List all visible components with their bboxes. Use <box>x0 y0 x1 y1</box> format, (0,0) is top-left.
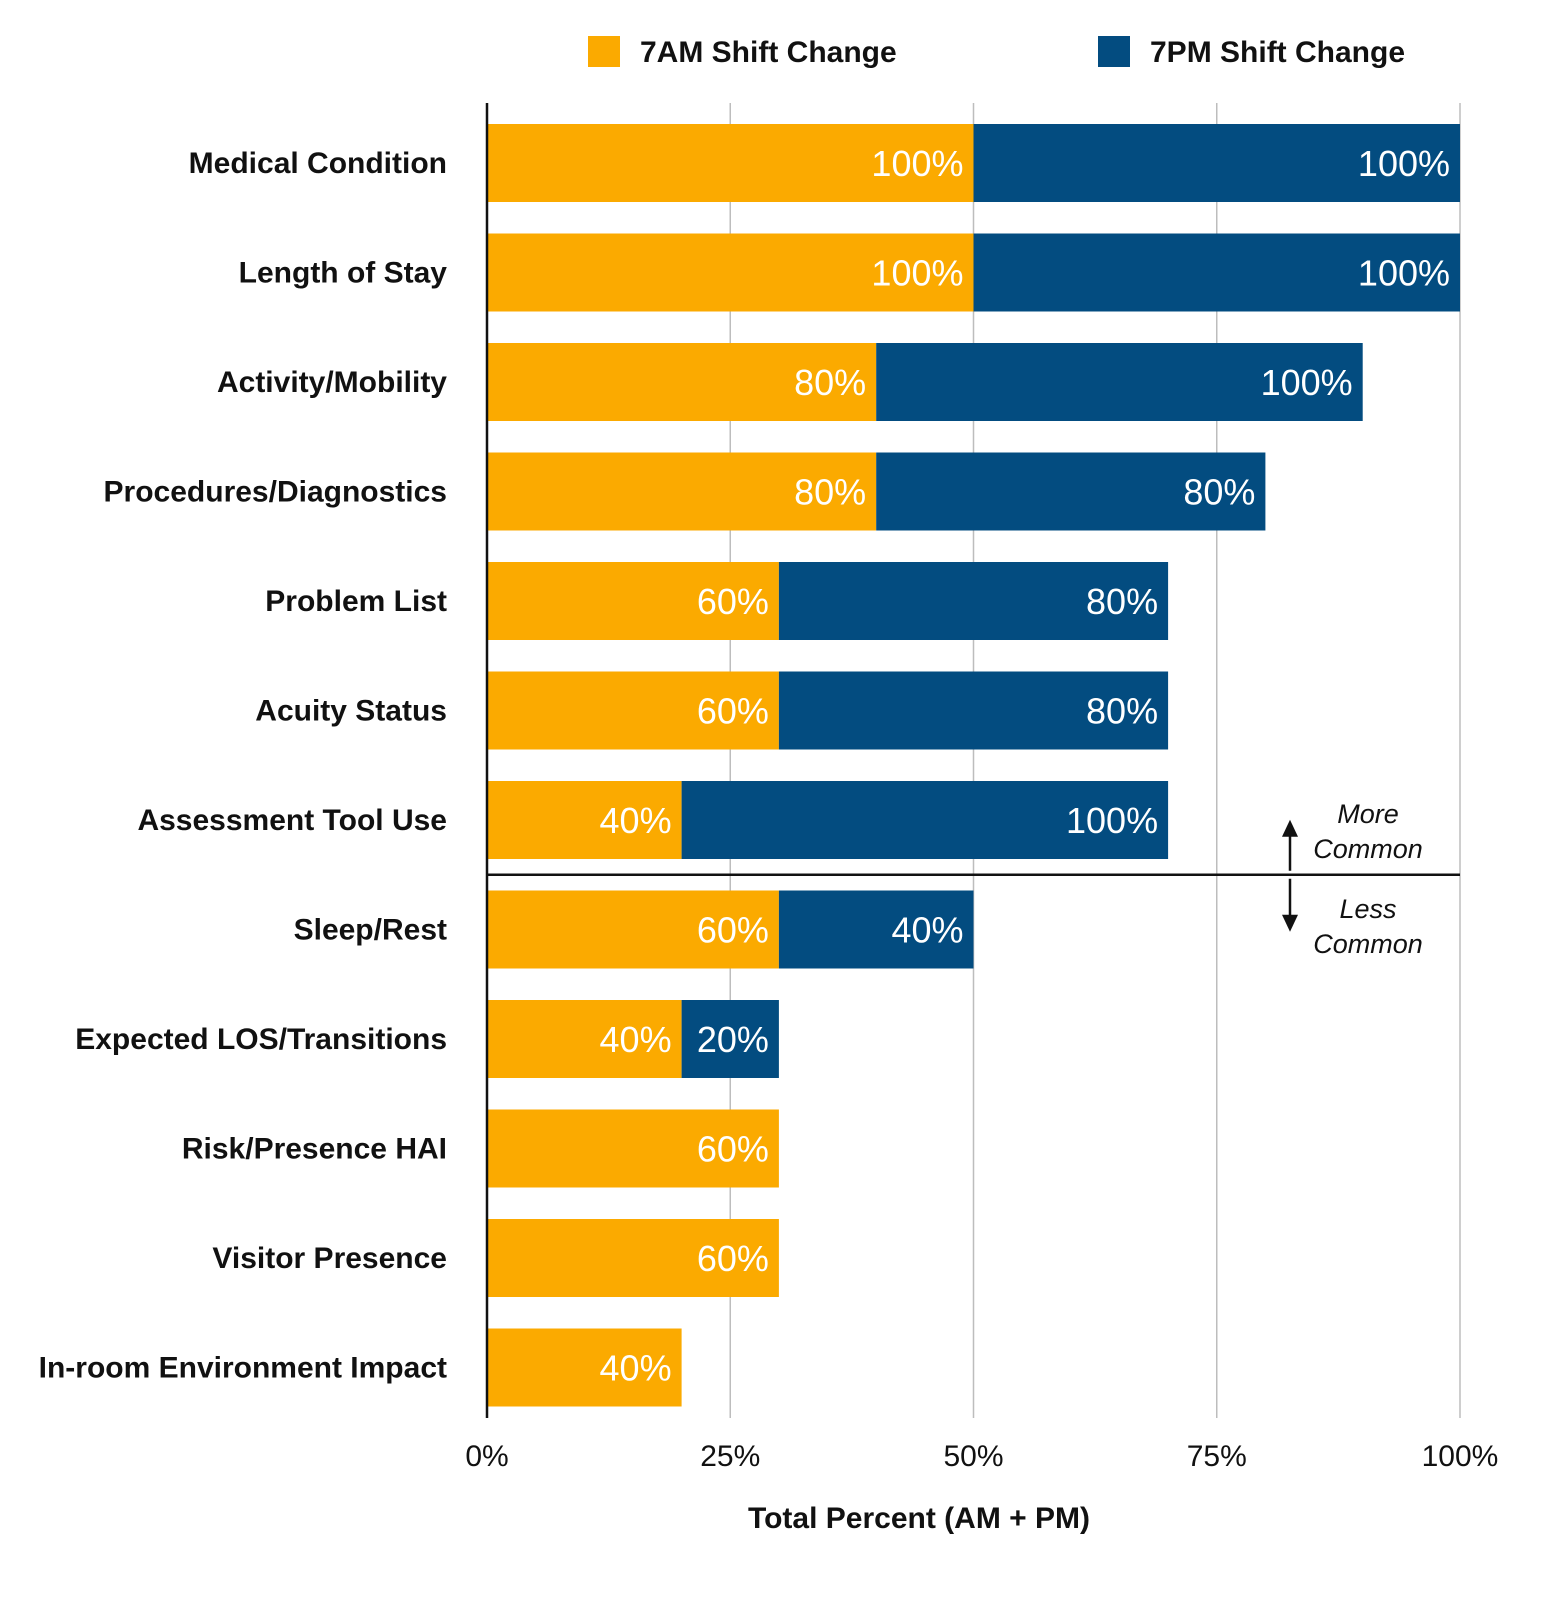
gridlines <box>729 103 1461 1418</box>
annotations: More Common Less Common <box>487 799 1460 959</box>
category-label-activity-mobility: Activity/Mobility <box>217 366 447 399</box>
category-label-expected-los-transitions: Expected LOS/Transitions <box>75 1023 447 1056</box>
value-label-activity-mobility-am: 80% <box>794 362 866 403</box>
x-tick-label-50: 50% <box>943 1440 1003 1473</box>
annotation-lower-less: Less <box>1339 894 1396 924</box>
value-label-length-of-stay-pm: 100% <box>1358 253 1450 294</box>
value-label-visitor-presence-am: 60% <box>697 1238 769 1279</box>
legend: 7AM Shift Change 7PM Shift Change <box>588 36 1405 69</box>
bar-expected-los-transitions-pm <box>681 1000 779 1078</box>
x-axis-title: Total Percent (AM + PM) <box>748 1502 1090 1535</box>
legend-label-pm: 7PM Shift Change <box>1150 36 1405 69</box>
value-label-length-of-stay-am: 100% <box>871 253 963 294</box>
bar-activity-mobility-pm <box>876 343 1363 421</box>
bar-medical-condition-am <box>487 124 974 202</box>
bars <box>487 124 1460 1407</box>
value-label-procedures-diagnostics-am: 80% <box>794 472 866 513</box>
legend-swatch-am <box>588 36 620 67</box>
value-label-risk-presence-hai-am: 60% <box>697 1129 769 1170</box>
x-tick-label-25: 25% <box>700 1440 760 1473</box>
category-label-problem-list: Problem List <box>265 585 447 618</box>
value-label-expected-los-transitions-pm: 20% <box>697 1019 769 1060</box>
bar-acuity-status-am <box>487 671 779 750</box>
category-label-in-room-environment-impact: In-room Environment Impact <box>39 1352 447 1385</box>
value-label-activity-mobility-pm: 100% <box>1261 362 1353 403</box>
value-label-procedures-diagnostics-pm: 80% <box>1183 472 1255 513</box>
value-label-in-room-environment-impact-am: 40% <box>600 1348 672 1389</box>
annotation-lower-common: Common <box>1313 929 1423 959</box>
value-label-acuity-status-am: 60% <box>697 691 769 732</box>
bar-medical-condition-pm <box>973 124 1460 202</box>
category-label-medical-condition: Medical Condition <box>189 147 447 180</box>
category-label-assessment-tool-use: Assessment Tool Use <box>137 804 447 837</box>
legend-swatch-pm <box>1098 36 1130 67</box>
bar-risk-presence-hai-am <box>487 1109 779 1188</box>
value-label-problem-list-am: 60% <box>697 581 769 622</box>
bar-assessment-tool-use-pm <box>681 781 1169 859</box>
axes: Medical Condition Length of Stay Activity/… <box>39 103 1499 1535</box>
bar-problem-list-am <box>487 562 779 640</box>
bar-assessment-tool-use-am <box>487 781 682 859</box>
bar-problem-list-pm <box>778 562 1169 640</box>
up-arrow-icon <box>1282 819 1298 837</box>
x-tick-label-100: 100% <box>1422 1440 1499 1473</box>
x-tick-label-75: 75% <box>1187 1440 1247 1473</box>
bar-sleep-rest-pm <box>778 890 974 969</box>
value-label-problem-list-pm: 80% <box>1086 581 1158 622</box>
value-label-sleep-rest-pm: 40% <box>891 910 963 951</box>
annotation-upper-more: More <box>1337 799 1399 829</box>
value-label-assessment-tool-use-pm: 100% <box>1066 800 1158 841</box>
bar-length-of-stay-pm <box>973 233 1460 312</box>
bar-expected-los-transitions-am <box>487 1000 682 1078</box>
value-label-assessment-tool-use-am: 40% <box>600 800 672 841</box>
legend-label-am: 7AM Shift Change <box>640 36 897 69</box>
value-labels: 100% 100% 100% 100% 80% 100% 80% 80% 60% 80% 60% 80… <box>600 143 1450 1389</box>
category-label-sleep-rest: Sleep/Rest <box>294 914 447 947</box>
bar-procedures-diagnostics-am <box>487 452 877 531</box>
down-arrow-icon <box>1282 914 1298 932</box>
bar-acuity-status-pm <box>778 671 1169 750</box>
value-label-medical-condition-pm: 100% <box>1358 143 1450 184</box>
bar-procedures-diagnostics-pm <box>876 452 1266 531</box>
category-label-risk-presence-hai: Risk/Presence HAI <box>182 1133 447 1166</box>
category-label-visitor-presence: Visitor Presence <box>212 1242 447 1275</box>
bar-activity-mobility-am <box>487 343 877 421</box>
value-label-sleep-rest-am: 60% <box>697 910 769 951</box>
value-label-acuity-status-pm: 80% <box>1086 691 1158 732</box>
bar-in-room-environment-impact-am <box>487 1328 682 1407</box>
bar-length-of-stay-am <box>487 233 974 312</box>
value-label-expected-los-transitions-am: 40% <box>600 1019 672 1060</box>
category-label-length-of-stay: Length of Stay <box>239 257 448 290</box>
bar-visitor-presence-am <box>487 1219 779 1297</box>
value-label-medical-condition-am: 100% <box>871 143 963 184</box>
bar-sleep-rest-am <box>487 890 779 969</box>
x-tick-label-0: 0% <box>465 1440 508 1473</box>
category-label-acuity-status: Acuity Status <box>255 695 447 728</box>
category-label-procedures-diagnostics: Procedures/Diagnostics <box>104 476 447 509</box>
annotation-upper-common: Common <box>1313 834 1423 864</box>
